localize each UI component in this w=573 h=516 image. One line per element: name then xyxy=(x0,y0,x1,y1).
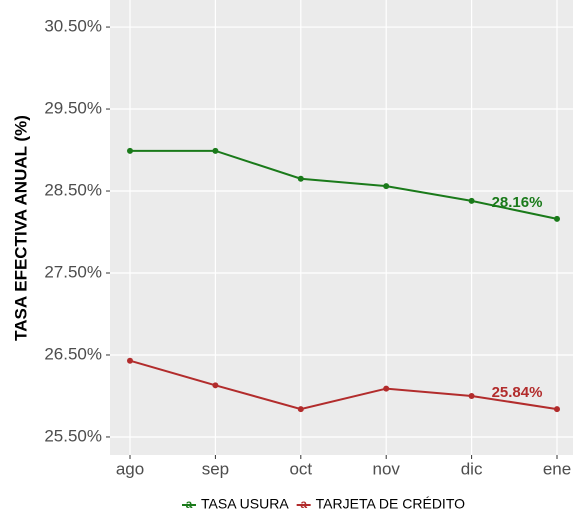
legend-label: TARJETA DE CRÉDITO xyxy=(316,496,465,512)
point xyxy=(297,406,304,413)
legend-key-a: a xyxy=(186,497,193,511)
point xyxy=(554,406,560,413)
point xyxy=(383,183,390,190)
series-line xyxy=(130,149,558,220)
y-axis-title: TASA EFECTIVA ANUAL (%) xyxy=(11,115,30,341)
point xyxy=(297,175,304,182)
legend-label: TASA USURA xyxy=(201,496,289,512)
x-tick-label: nov xyxy=(372,459,400,478)
y-tick-label: 27.50% xyxy=(44,262,102,281)
series-line xyxy=(129,359,558,411)
y-tick-label: 30.50% xyxy=(44,17,102,36)
point xyxy=(127,357,133,364)
x-tick-label: ago xyxy=(116,459,144,478)
y-tick-label: 25.50% xyxy=(44,426,102,445)
x-tick-label: dic xyxy=(461,459,483,478)
x-tick-label: ene xyxy=(543,459,571,478)
x-tick-label: oct xyxy=(289,459,312,478)
point xyxy=(212,382,219,389)
y-tick-label: 26.50% xyxy=(44,344,102,363)
point xyxy=(212,147,219,154)
point xyxy=(468,197,475,204)
y-tick-label: 29.50% xyxy=(44,99,102,118)
point xyxy=(468,392,475,399)
y-tick-label: 28.50% xyxy=(44,181,102,200)
legend-key-a: a xyxy=(300,497,307,511)
point xyxy=(554,215,560,222)
point xyxy=(127,147,133,154)
value-label: 25.84% xyxy=(492,384,543,401)
value-label: 28.16% xyxy=(492,194,543,211)
x-tick-label: sep xyxy=(202,459,229,478)
point xyxy=(383,385,390,392)
panel xyxy=(110,0,573,455)
